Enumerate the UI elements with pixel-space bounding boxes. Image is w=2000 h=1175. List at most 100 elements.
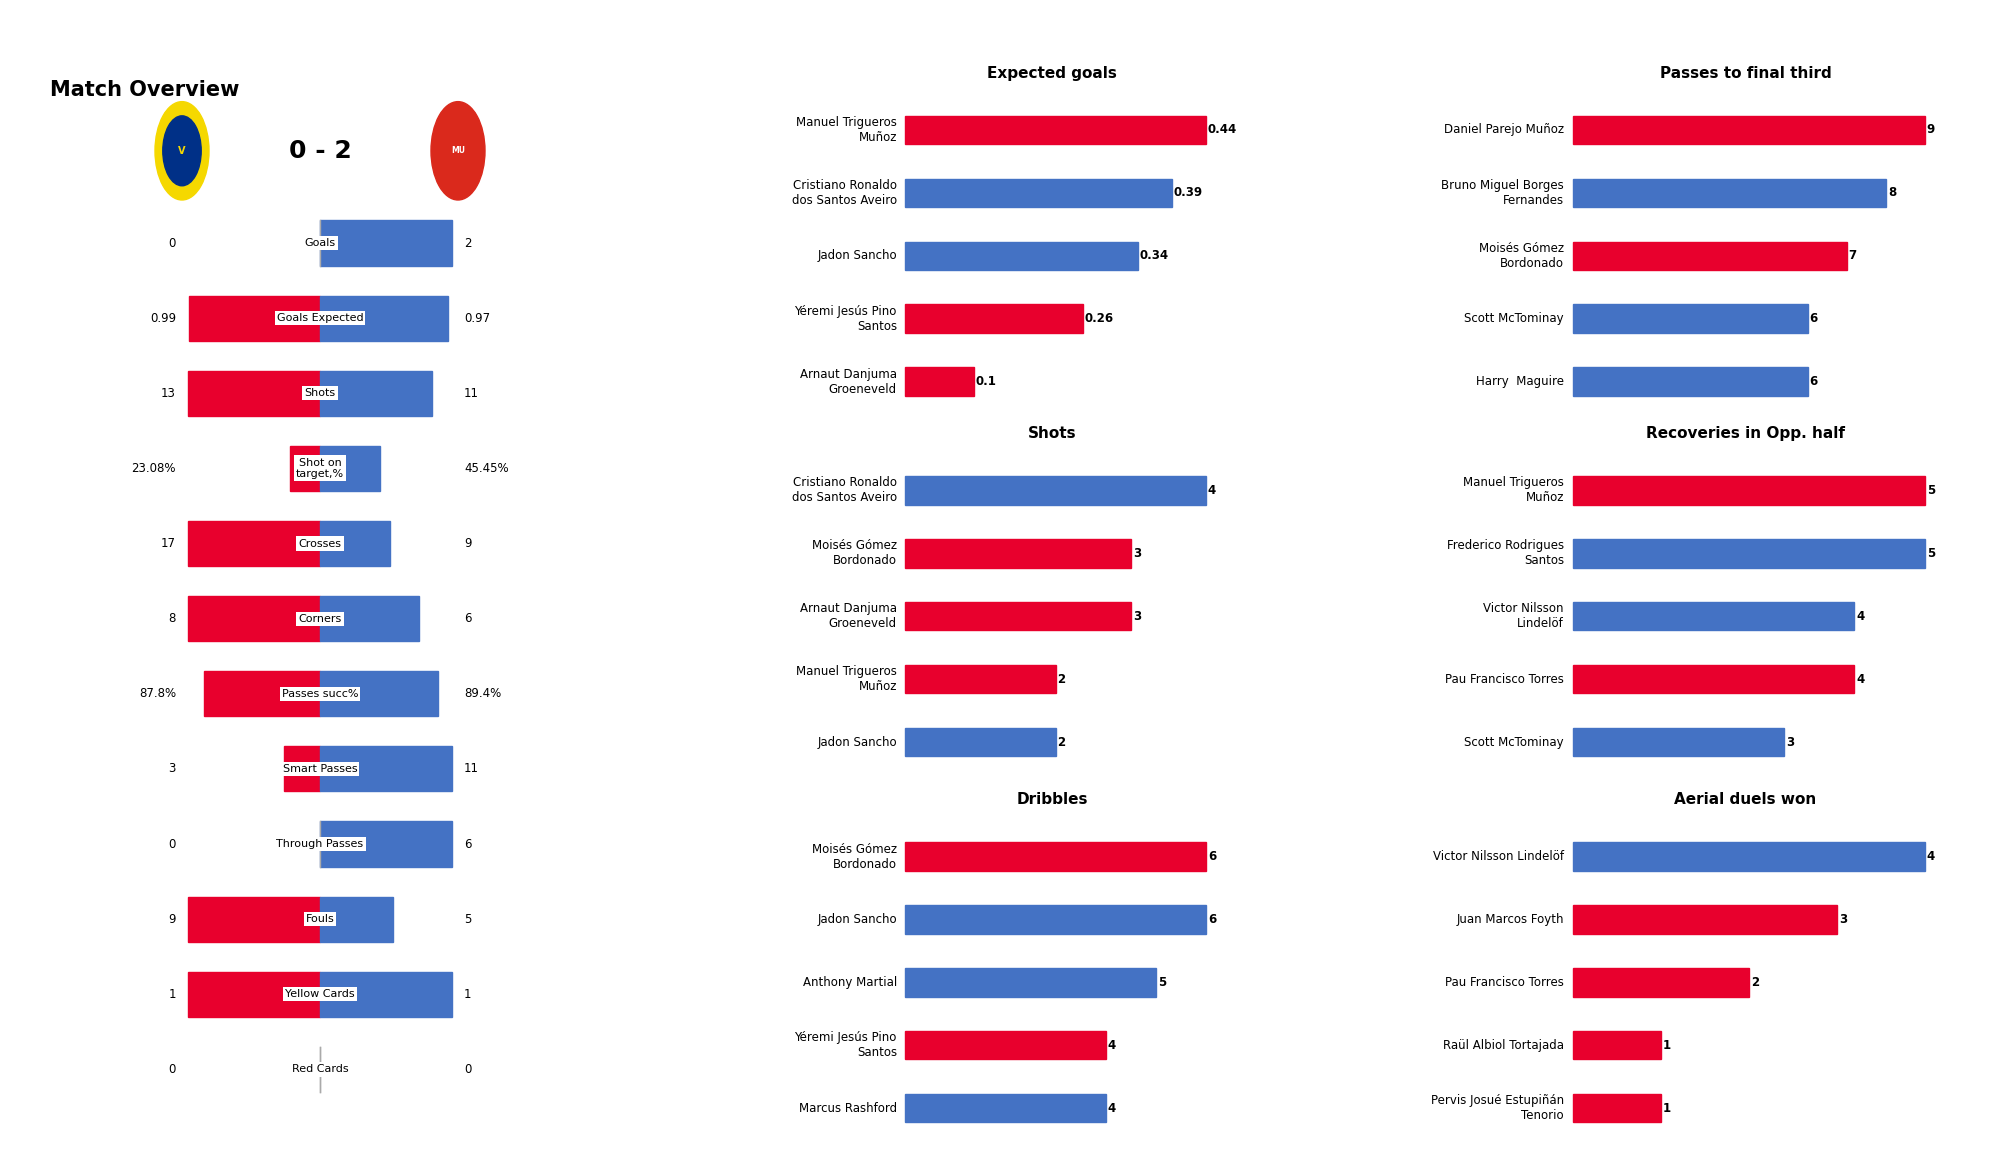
Text: 8: 8	[168, 612, 176, 625]
Bar	[906, 728, 1056, 757]
Bar	[188, 521, 320, 566]
Text: 6: 6	[1208, 850, 1216, 862]
Text: 0: 0	[168, 1063, 176, 1076]
Text: Recoveries in Opp. half: Recoveries in Opp. half	[1646, 427, 1844, 441]
Text: 11: 11	[464, 387, 480, 400]
Bar	[1572, 242, 1846, 270]
Text: Pervis Josué Estupiñán
Tenorio: Pervis Josué Estupiñán Tenorio	[1430, 1094, 1564, 1122]
Text: 87.8%: 87.8%	[138, 687, 176, 700]
Text: 6: 6	[1810, 375, 1818, 388]
Bar	[1572, 602, 1854, 631]
Text: 0: 0	[168, 838, 176, 851]
Text: 17: 17	[160, 537, 176, 550]
Text: 1: 1	[1662, 1039, 1672, 1052]
Text: 4: 4	[1856, 610, 1864, 623]
Bar	[1572, 728, 1784, 757]
Text: Moisés Gómez
Bordonado: Moisés Gómez Bordonado	[1478, 242, 1564, 270]
Bar	[188, 596, 320, 642]
Text: Daniel Parejo Muñoz: Daniel Parejo Muñoz	[1444, 123, 1564, 136]
Text: Manuel Trigueros
Muñoz: Manuel Trigueros Muñoz	[796, 116, 896, 143]
Bar	[1572, 115, 1924, 145]
Text: 0.99: 0.99	[150, 311, 176, 324]
Bar	[188, 897, 320, 941]
Text: Corners: Corners	[298, 613, 342, 624]
Text: 5: 5	[1158, 976, 1166, 989]
Text: Shots: Shots	[304, 388, 336, 398]
Text: 45.45%: 45.45%	[464, 462, 508, 475]
Text: 3: 3	[1132, 610, 1140, 623]
Text: 0 - 2: 0 - 2	[288, 139, 352, 163]
Text: Yellow Cards: Yellow Cards	[286, 989, 354, 999]
Circle shape	[432, 102, 484, 200]
Text: Marcus Rashford: Marcus Rashford	[798, 1102, 896, 1115]
Text: 4: 4	[1926, 850, 1936, 862]
Text: Passes to final third: Passes to final third	[1660, 66, 1832, 81]
Text: Pau Francisco Torres: Pau Francisco Torres	[1446, 976, 1564, 989]
Bar	[1572, 368, 1808, 396]
Text: 2: 2	[464, 236, 472, 249]
Bar	[1572, 179, 1886, 207]
Bar	[320, 746, 452, 792]
Bar	[320, 972, 452, 1016]
Bar	[906, 476, 1206, 504]
Text: Yéremi Jesús Pino
Santos: Yéremi Jesús Pino Santos	[794, 304, 896, 333]
Text: Manuel Trigueros
Muñoz: Manuel Trigueros Muñoz	[1464, 476, 1564, 504]
Text: 4: 4	[1108, 1039, 1116, 1052]
Text: 1: 1	[168, 988, 176, 1001]
Text: 11: 11	[464, 763, 480, 776]
Text: 0: 0	[464, 1063, 472, 1076]
Text: 2: 2	[1058, 736, 1066, 748]
Text: Moisés Gómez
Bordonado: Moisés Gómez Bordonado	[812, 539, 896, 568]
Text: Frederico Rodrigues
Santos: Frederico Rodrigues Santos	[1446, 539, 1564, 568]
Text: 9: 9	[464, 537, 472, 550]
Text: Jadon Sancho: Jadon Sancho	[818, 249, 896, 262]
Text: 7: 7	[1848, 249, 1856, 262]
Text: 0.26: 0.26	[1084, 313, 1114, 325]
Bar	[1572, 665, 1854, 693]
Bar	[188, 371, 320, 416]
Text: 89.4%: 89.4%	[464, 687, 502, 700]
Text: 3: 3	[1132, 546, 1140, 559]
Bar	[1572, 1032, 1660, 1060]
Text: Jadon Sancho: Jadon Sancho	[818, 736, 896, 748]
Text: Dribbles: Dribbles	[1016, 792, 1088, 807]
Text: 3: 3	[1838, 913, 1848, 926]
Text: 4: 4	[1208, 484, 1216, 497]
Circle shape	[156, 102, 208, 200]
Text: 9: 9	[168, 913, 176, 926]
Bar	[906, 665, 1056, 693]
Circle shape	[162, 116, 202, 186]
Bar	[320, 371, 432, 416]
Bar	[320, 596, 420, 642]
Bar	[906, 539, 1130, 568]
Bar	[320, 821, 452, 867]
Text: Goals Expected: Goals Expected	[276, 314, 364, 323]
Bar	[1572, 539, 1924, 568]
Bar	[1572, 842, 1924, 871]
Text: 2: 2	[1058, 673, 1066, 686]
Text: Aerial duels won: Aerial duels won	[1674, 792, 1816, 807]
Bar	[204, 671, 320, 717]
Bar	[906, 602, 1130, 631]
Text: MU: MU	[452, 147, 464, 155]
Text: 23.08%: 23.08%	[132, 462, 176, 475]
Text: 0.1: 0.1	[976, 375, 996, 388]
Bar	[190, 296, 320, 341]
Text: 0.44: 0.44	[1208, 123, 1238, 136]
Text: 5: 5	[464, 913, 472, 926]
Text: 13: 13	[162, 387, 176, 400]
Text: Bruno Miguel Borges
Fernandes: Bruno Miguel Borges Fernandes	[1442, 179, 1564, 207]
Bar	[320, 671, 438, 717]
Bar	[906, 115, 1206, 145]
Text: Yéremi Jesús Pino
Santos: Yéremi Jesús Pino Santos	[794, 1032, 896, 1060]
Text: Jadon Sancho: Jadon Sancho	[818, 913, 896, 926]
Text: 1: 1	[464, 988, 472, 1001]
Bar	[906, 304, 1082, 333]
Text: Moisés Gómez
Bordonado: Moisés Gómez Bordonado	[812, 842, 896, 871]
Text: Red Cards: Red Cards	[292, 1065, 348, 1074]
Text: Juan Marcos Foyth: Juan Marcos Foyth	[1456, 913, 1564, 926]
Text: Arnaut Danjuma
Groeneveld: Arnaut Danjuma Groeneveld	[800, 603, 896, 630]
Bar	[906, 842, 1206, 871]
Bar	[1572, 905, 1836, 934]
Text: Harry  Maguire: Harry Maguire	[1476, 375, 1564, 388]
